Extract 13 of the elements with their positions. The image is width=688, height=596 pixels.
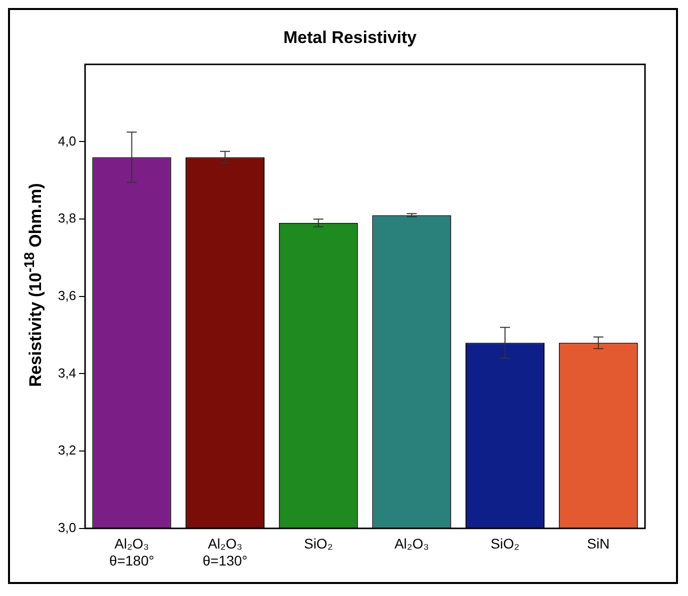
x-tick-label: Al₂O₃ θ=180° [109, 536, 154, 568]
y-tick-label: 3,6 [58, 288, 76, 303]
y-tick-label: 3,8 [58, 210, 76, 226]
x-tick-label: SiN [587, 536, 610, 552]
y-tick-label: 3,0 [58, 520, 76, 535]
x-tick-label: SiO₂ [490, 536, 520, 552]
y-tick-label: 3,2 [58, 442, 76, 458]
x-tick-label: Al₂O₃ θ=130° [202, 536, 248, 568]
x-tick-label: Al₂O₃ [394, 536, 429, 552]
y-tick-label: 4,0 [58, 133, 76, 148]
x-tick-label: SiO₂ [304, 536, 333, 552]
chart-title: Metal Resistivity [283, 28, 418, 47]
y-tick-label: 3,4 [58, 365, 76, 380]
